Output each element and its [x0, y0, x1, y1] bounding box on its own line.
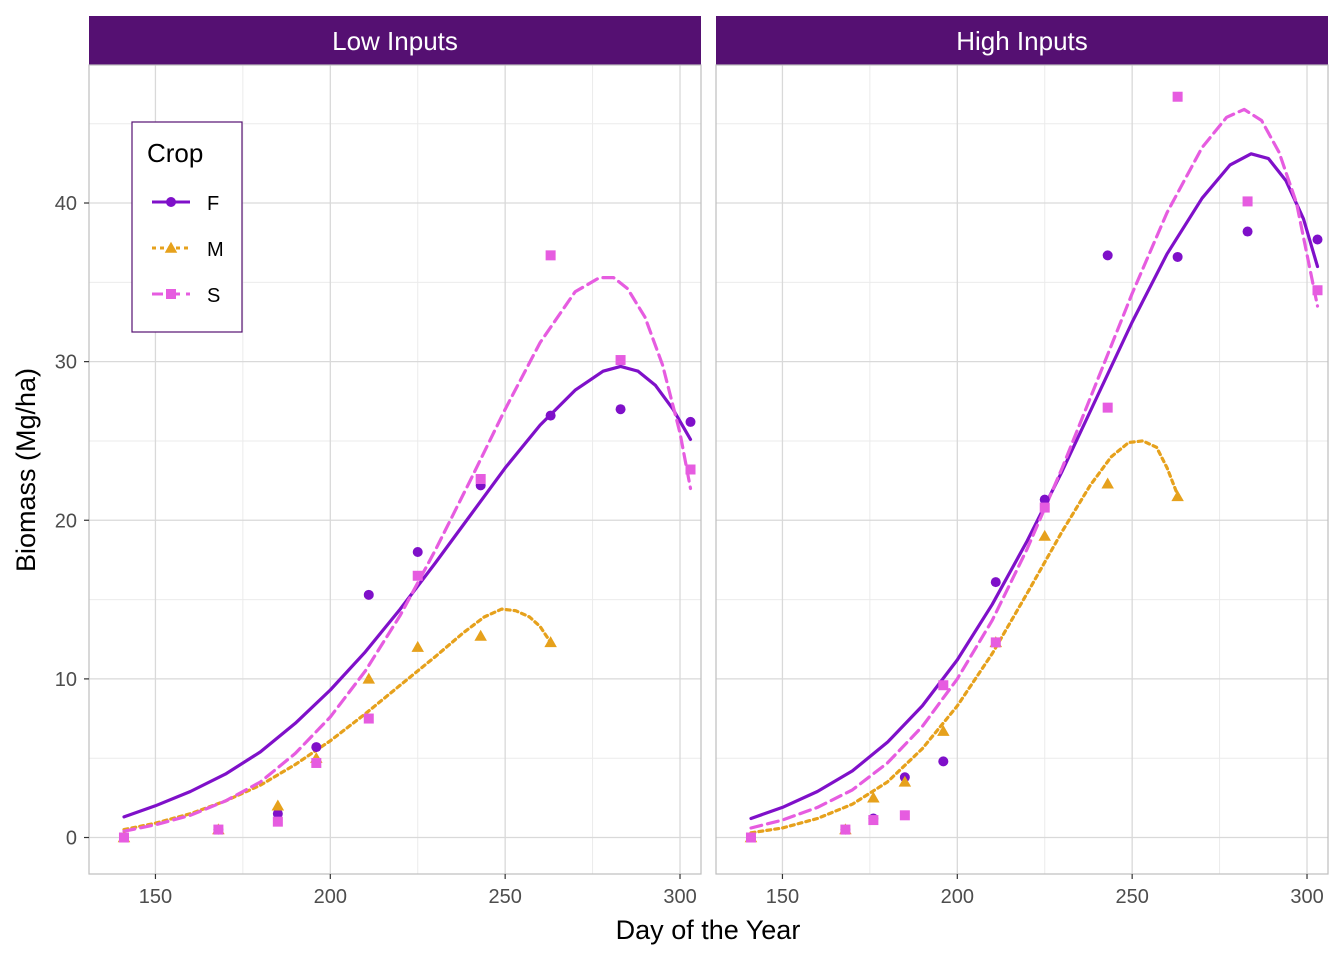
legend-entry-s: S — [152, 285, 220, 307]
fit-line-f — [749, 152, 1320, 821]
data-point-s — [685, 464, 696, 475]
data-point-m — [271, 799, 285, 811]
legend-label-s: S — [207, 285, 220, 307]
legend-entry-m: M — [152, 239, 224, 261]
data-point-s — [615, 355, 626, 366]
fit-line-s — [749, 107, 1320, 830]
data-point-s — [272, 816, 283, 827]
data-point-s — [1102, 402, 1113, 413]
x-tick-label: 300 — [663, 886, 696, 908]
data-point-s — [118, 832, 129, 843]
data-point-s — [545, 250, 556, 261]
data-point-s — [938, 680, 949, 691]
data-point-m — [867, 791, 880, 803]
data-point-m — [362, 672, 376, 684]
data-point-s — [412, 570, 423, 581]
legend-entries: F M S — [152, 193, 224, 307]
data-point-s — [311, 757, 322, 768]
panel-border — [715, 64, 1329, 875]
legend-marker-f — [166, 197, 176, 207]
x-axis-title: Day of the Year — [616, 915, 801, 945]
legend: Crop F M S — [131, 121, 243, 333]
data-point-s — [213, 824, 224, 835]
data-point-f — [615, 404, 626, 415]
data-point-s — [1312, 285, 1323, 296]
facet-panel: Low Inputs 150 200 250 300 0 10 20 30 40 — [55, 16, 702, 908]
data-point-f — [685, 416, 696, 427]
x-tick-label: 200 — [941, 886, 974, 908]
data-point-m — [898, 775, 912, 787]
data-point-f — [545, 410, 556, 421]
panels-layer: Low Inputs 150 200 250 300 0 10 20 30 40 High Inpu… — [55, 16, 1329, 908]
legend-marker-s — [166, 289, 176, 299]
data-point-s — [363, 713, 374, 724]
fit-line-m — [749, 439, 1180, 835]
facet-strip-label: High Inputs — [956, 26, 1088, 56]
fit-line-f — [122, 364, 693, 819]
data-point-s — [745, 832, 756, 843]
data-point-m — [411, 640, 424, 652]
data-point-m — [474, 629, 487, 641]
data-point-f — [363, 589, 374, 600]
legend-label-m: M — [207, 239, 224, 261]
data-point-f — [1242, 226, 1253, 237]
data-point-f — [990, 577, 1001, 588]
legend-label-f: F — [207, 193, 219, 215]
x-tick-label: 150 — [139, 886, 172, 908]
legend-box — [131, 121, 243, 333]
fit-line-s — [122, 276, 693, 833]
y-tick-label: 30 — [55, 352, 77, 374]
data-point-f — [311, 742, 322, 753]
legend-entry-f: F — [152, 193, 219, 215]
data-point-m — [1038, 529, 1051, 541]
data-point-f — [938, 756, 949, 767]
facet-strip — [89, 16, 701, 65]
x-tick-label: 200 — [314, 886, 347, 908]
data-point-f — [1102, 250, 1113, 261]
data-point-f — [1312, 234, 1323, 245]
x-tick-label: 300 — [1290, 886, 1323, 908]
data-point-f — [1039, 494, 1050, 505]
data-point-f — [412, 546, 423, 557]
panel-border — [88, 64, 702, 875]
data-point-s — [1039, 502, 1050, 513]
y-tick-label: 10 — [55, 669, 77, 691]
data-point-s — [1242, 196, 1253, 207]
data-point-s — [990, 637, 1001, 648]
x-tick-label: 150 — [766, 886, 799, 908]
y-tick-label: 20 — [55, 510, 77, 532]
data-point-m — [1101, 477, 1114, 489]
facet-strip — [716, 16, 1328, 65]
x-tick-label: 250 — [488, 886, 521, 908]
data-point-s — [868, 815, 879, 826]
data-point-m — [1171, 490, 1184, 502]
data-point-f — [1172, 251, 1183, 262]
data-point-s — [475, 474, 486, 485]
data-point-m — [544, 636, 557, 648]
y-axis-title: Biomass (Mg/ha) — [11, 368, 41, 572]
y-tick-label: 40 — [55, 193, 77, 215]
data-point-s — [1172, 91, 1183, 102]
data-point-m — [937, 724, 950, 736]
facet-strip-label: Low Inputs — [332, 26, 458, 56]
y-tick-label: 0 — [66, 828, 77, 850]
data-point-s — [899, 810, 910, 821]
x-tick-label: 250 — [1115, 886, 1148, 908]
facet-panel: High Inputs 150 200 250 300 — [715, 16, 1329, 908]
data-point-s — [840, 824, 851, 835]
data-point-f — [272, 808, 283, 819]
legend-marker-m — [164, 241, 178, 253]
legend-title: Crop — [147, 138, 203, 168]
